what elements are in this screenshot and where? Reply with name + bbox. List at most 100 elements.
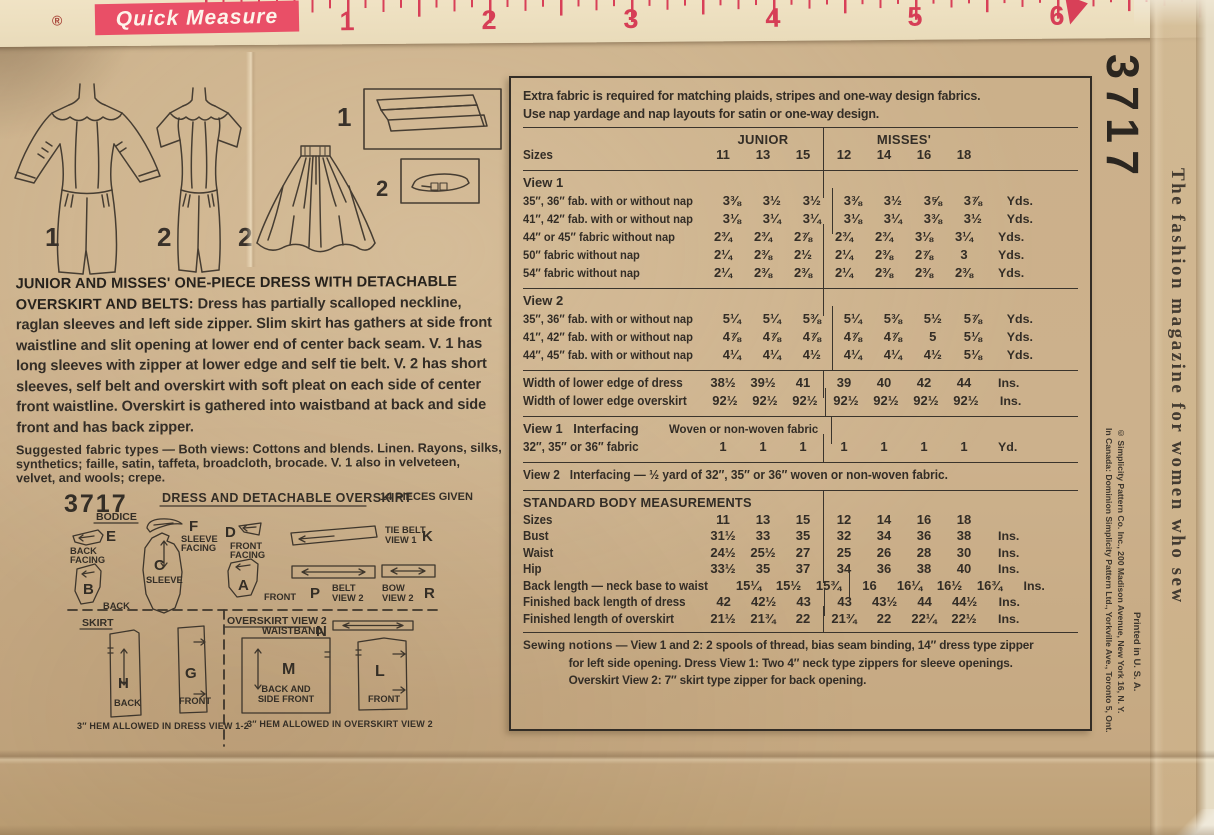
yardage-row: 44″ or 45″ fabric without nap 2¾ 2¾ 2⅞ 2…: [523, 224, 1078, 252]
copyright-text: © Simplicity Pattern Co. Inc., 200 Madis…: [1103, 428, 1127, 732]
misses-value: 2⅜: [874, 265, 894, 280]
junior-value: 22: [795, 610, 811, 626]
rule: [523, 370, 1078, 371]
piece-g-label: FRONT: [179, 696, 211, 706]
misses-value: 92½: [833, 393, 859, 408]
unit-label: Yd.: [998, 440, 1018, 454]
yardage-row: 35″, 36″ fab. with or without nap 5¼ 5¼ …: [523, 306, 1078, 334]
junior-value: 24½: [710, 544, 736, 560]
misses-value: 5⅛: [963, 329, 982, 344]
misses-value: 2¼: [834, 247, 854, 262]
column-divider: [823, 556, 824, 583]
unit-label: Ins.: [998, 595, 1020, 609]
misses-value: 40: [956, 561, 972, 576]
suggested-fabrics: Suggested fabric types — Both views: Cot…: [15, 440, 502, 485]
unit-label: Yds.: [1006, 212, 1033, 226]
measurement-row: Hip 33½ 35 37 34 36 38 40 Ins.: [523, 556, 1078, 583]
column-divider: [823, 142, 824, 170]
piece-m-letter: M: [282, 661, 295, 678]
junior-value: 33: [755, 528, 771, 543]
misses-value: 44½: [951, 594, 978, 609]
piece-c-shape: [142, 532, 183, 614]
junior-value: 3½: [802, 193, 821, 208]
unit-label: Yds.: [1006, 348, 1033, 362]
unit-label: Ins.: [999, 394, 1022, 408]
piece-p-label: BELT: [332, 583, 356, 593]
misses-value: 39: [836, 375, 852, 390]
misses-value: 3⅝: [923, 193, 942, 208]
column-divider: [823, 539, 824, 566]
quick-measure-label-box: Quick Measure: [94, 0, 300, 36]
misses-value: 4⅞: [843, 329, 862, 344]
yardage-row: 50″ fabric without nap 2¼ 2⅜ 2½ 2¼ 2⅜ 2⅞…: [523, 242, 1078, 270]
yardage-row: 54″ fabric without nap 2¼ 2⅜ 2⅜ 2¼ 2⅜ 2⅜…: [523, 260, 1078, 288]
column-divider: [823, 589, 825, 616]
sizes-label: Sizes: [523, 147, 553, 162]
piece-e-label: BACK: [70, 546, 97, 556]
row-label: Back length — neck base to waist: [523, 577, 708, 593]
misses-value: 3⅛: [914, 229, 934, 244]
notions-lead: Sewing notions: [523, 638, 613, 652]
column-divider: [823, 434, 824, 462]
junior-value: 2⅞: [793, 229, 813, 244]
ruler-inch-number: 4: [765, 2, 781, 33]
piece-d-letter: D: [225, 524, 236, 541]
misses-value: 32: [836, 528, 852, 543]
unit-label: Ins.: [998, 376, 1020, 390]
ruler-inch-number: 5: [907, 1, 923, 32]
piece-r-shape: [381, 564, 436, 578]
misses-value: 16¾: [976, 577, 1003, 593]
view2-number: 2: [157, 222, 172, 252]
misses-value: 16: [916, 511, 932, 527]
sizes-header-row: Sizes 11 13 15 12 14 16 18: [523, 142, 1078, 170]
misses-value: 40: [876, 375, 892, 390]
horizontal-crease: [0, 750, 1214, 764]
junior-group-label: JUNIOR: [737, 132, 789, 147]
piece-p-letter: P: [310, 585, 320, 602]
notions-line3: Overskirt View 2: 7″ skirt type zipper f…: [568, 673, 867, 687]
skirt-section-label: SKIRT: [82, 617, 114, 629]
unit-label: Yds.: [1006, 312, 1033, 326]
unit-label: Yds.: [998, 248, 1025, 262]
diagram-pattern-number: 3717: [64, 490, 128, 518]
sewing-notions: Sewing notions — View 1 and 2: 2 spools …: [523, 637, 1078, 690]
column-divider: [823, 490, 824, 517]
junior-value: 3¼: [802, 211, 821, 226]
fabric-lead: Suggested fabric types: [15, 442, 159, 457]
misses-value: 16½: [936, 577, 963, 593]
misses-value: 92½: [953, 393, 979, 408]
buckle-belt-illustration: [400, 158, 480, 204]
junior-value: 39½: [750, 375, 776, 390]
piece-k-label: TIE BELT: [385, 525, 426, 535]
measurement-row: Finished back length of dress 42 42½ 43 …: [523, 589, 1078, 616]
unit-label: Yds.: [998, 230, 1025, 244]
view2-title: View 2: [523, 293, 564, 308]
bottom-right-paper-edge: [1174, 809, 1214, 835]
piece-g-letter: G: [185, 665, 197, 682]
junior-value: 42½: [750, 594, 777, 609]
row-label: 44″, 45″ fab. with or without nap: [523, 348, 693, 362]
column-divider: [823, 605, 824, 632]
row-label: 41″, 42″ fab. with or without nap: [523, 212, 693, 226]
junior-value: 2⅜: [753, 265, 773, 280]
misses-value: 22¼: [911, 610, 937, 626]
junior-value: 2⅜: [793, 265, 813, 280]
misses-value: 16: [862, 577, 877, 593]
rule: [523, 490, 1078, 491]
ruler-inch-number: 2: [481, 5, 497, 36]
printed-in-usa: Printed in U. S. A.: [1131, 612, 1142, 692]
junior-value: 2¼: [713, 247, 733, 262]
misses-value: 3½: [963, 211, 982, 226]
measurement-row: Sizes 11 13 15 12 14 16 18: [523, 506, 1078, 533]
rule: [523, 416, 1078, 417]
piece-k-shape: [290, 525, 378, 546]
junior-value: 92½: [752, 393, 778, 408]
piece-h-letter: H: [118, 675, 129, 692]
misses-value: 14: [876, 511, 892, 527]
view2-yardage-rows: 35″, 36″ fab. with or without nap 5¼ 5¼ …: [523, 306, 1078, 370]
piece-a-label: FRONT: [264, 592, 296, 602]
column-divider: [823, 224, 824, 252]
junior-value: 4½: [802, 347, 821, 362]
misses-value: 25: [836, 544, 852, 560]
